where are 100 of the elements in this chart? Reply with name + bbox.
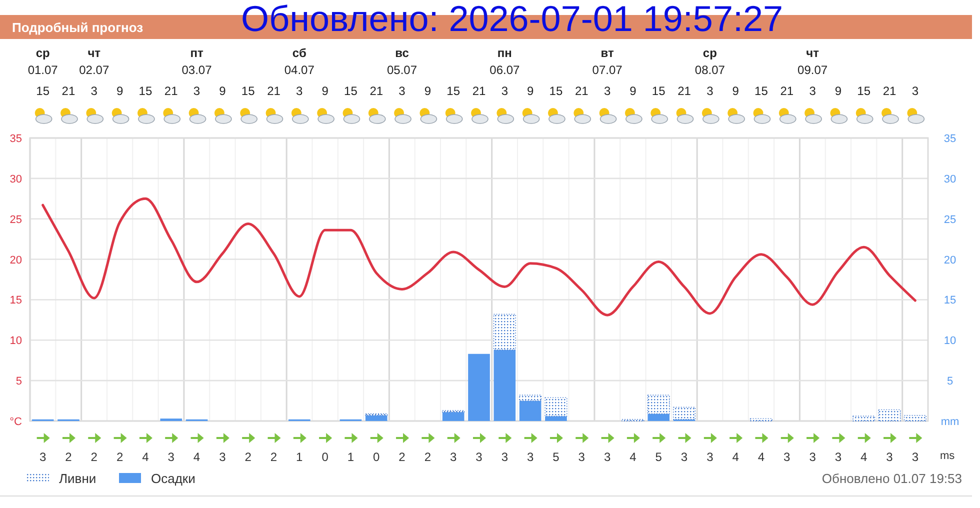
x-tick-label: 21: [882, 84, 897, 98]
y2-tick-label: 25: [944, 214, 956, 226]
data-label: 3: [680, 450, 688, 464]
x-tick-label: 3: [706, 84, 714, 98]
line-series: [42, 197, 916, 316]
data-label: 3: [706, 450, 714, 464]
data-label: 3: [219, 450, 226, 464]
text: вт 07.07: [592, 46, 623, 77]
y2-tick-label: mm: [940, 416, 960, 428]
bar: [519, 394, 542, 402]
y-tick-label: 25: [10, 214, 22, 226]
data-label: 4: [732, 450, 740, 464]
y-tick-label: 20: [10, 254, 22, 266]
x-tick-label: 3: [193, 84, 200, 98]
data-label: 2: [116, 450, 124, 464]
text: ср 01.07: [28, 46, 58, 77]
bar: [648, 414, 670, 421]
data-label: 3: [501, 450, 508, 464]
data-label: 5: [552, 450, 560, 464]
y2-tick-label: 20: [944, 254, 956, 266]
text: ср 08.07: [694, 46, 726, 77]
data-label: 3: [809, 450, 816, 464]
x-tick-label: 15: [857, 84, 871, 98]
text: сб 04.07: [284, 46, 315, 77]
x-tick-label: 3: [809, 84, 816, 98]
data-label: 0: [322, 450, 329, 464]
legend-label: Осадки: [151, 471, 196, 486]
x-tick-label: 9: [630, 84, 637, 98]
data-label: 1: [296, 450, 304, 464]
y2-tick-label: 35: [944, 133, 956, 145]
bar: [852, 416, 876, 422]
bar: [494, 350, 516, 421]
legend-label: Ливни: [59, 471, 96, 486]
x-tick-label: 21: [574, 84, 589, 98]
x-tick-label: 3: [604, 84, 611, 98]
x-tick-label: 15: [344, 84, 358, 98]
y-tick-label: 15: [10, 294, 22, 307]
text: Обновлено 01.07 19:53: [822, 471, 962, 486]
x-tick-label: 3: [501, 84, 508, 98]
data-label: 3: [912, 450, 919, 464]
text: пн 06.07: [490, 46, 520, 77]
bar: [442, 412, 464, 421]
x-tick-label: 15: [446, 84, 460, 98]
bar: [673, 406, 696, 420]
x-tick-label: 15: [241, 84, 256, 98]
data-label: 4: [630, 450, 637, 464]
y-tick-label: 35: [10, 133, 22, 145]
bar: [878, 409, 901, 422]
y2-tick-label: 15: [944, 294, 956, 307]
data-label: 2: [90, 450, 98, 464]
y2-tick-label: 10: [944, 335, 956, 348]
data-label: 3: [834, 450, 842, 464]
data-label: 2: [270, 450, 278, 464]
bar: [365, 415, 388, 421]
x-tick-label: 15: [652, 84, 666, 98]
data-label: 3: [476, 450, 483, 464]
data-label: 5: [655, 450, 662, 464]
data-label: 0: [373, 450, 380, 464]
data-label: 3: [604, 450, 611, 464]
x-tick-label: 15: [549, 84, 563, 98]
x-tick-label: 21: [164, 84, 178, 98]
data-label: 2: [65, 450, 72, 464]
x-tick-label: 15: [754, 84, 768, 98]
x-tick-label: 15: [36, 84, 50, 98]
chart-title: Подробный прогноз: [12, 20, 144, 35]
text: вс 05.07: [387, 46, 418, 77]
x-tick-label: 9: [219, 84, 226, 98]
data-label: 1: [347, 450, 354, 464]
x-tick-label: 9: [834, 84, 842, 98]
x-tick-label: 21: [370, 84, 384, 98]
x-tick-label: 3: [90, 84, 98, 98]
data-label: 2: [398, 450, 406, 464]
x-tick-label: 9: [732, 84, 740, 98]
x-tick-label: 3: [912, 84, 919, 98]
bar: [750, 418, 772, 422]
x-tick-label: 9: [322, 84, 329, 98]
y-tick-label: °C: [10, 416, 22, 428]
data-label: 3: [526, 450, 534, 464]
x-tick-label: 15: [138, 84, 152, 98]
data-label: 4: [758, 450, 765, 464]
bar: [647, 394, 670, 414]
data-label: 3: [450, 450, 457, 464]
bar: [904, 414, 926, 422]
text: чт 09.07: [798, 46, 828, 77]
x-tick-label: 9: [424, 84, 432, 98]
text: чт 02.07: [79, 46, 110, 77]
y-tick-label: 30: [10, 173, 22, 186]
bar: [493, 314, 516, 350]
y-tick-label: 10: [10, 335, 22, 348]
bar: [545, 416, 567, 421]
y2-tick-label: 5: [946, 376, 954, 388]
x-tick-label: 21: [267, 84, 281, 98]
bar: [468, 354, 490, 421]
text: пт 03.07: [182, 46, 212, 77]
x-tick-label: 3: [398, 84, 406, 98]
bar: [519, 400, 542, 421]
x-tick-label: 3: [296, 84, 304, 98]
data-label: 3: [886, 450, 894, 464]
x-tick-label: 21: [780, 84, 794, 98]
x-tick-label: 21: [678, 84, 692, 98]
